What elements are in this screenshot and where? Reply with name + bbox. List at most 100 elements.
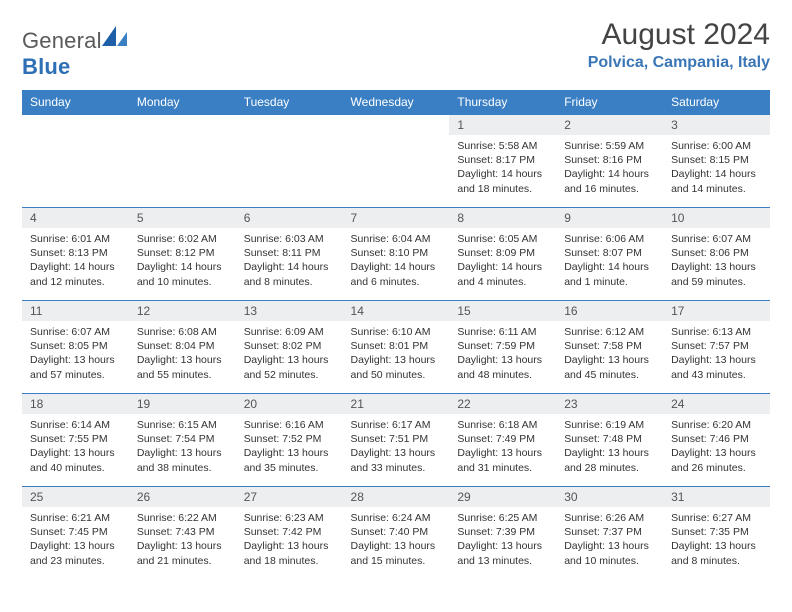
calendar-day-cell: 19Sunrise: 6:15 AMSunset: 7:54 PMDayligh… [129, 394, 236, 487]
sunrise-text: Sunrise: 6:12 AM [564, 325, 655, 339]
daylight-text-2: and 10 minutes. [137, 275, 228, 289]
sunrise-text: Sunrise: 6:14 AM [30, 418, 121, 432]
sunset-text: Sunset: 8:11 PM [244, 246, 335, 260]
calendar-day-cell: 1Sunrise: 5:58 AMSunset: 8:17 PMDaylight… [449, 115, 556, 208]
sunset-text: Sunset: 8:01 PM [351, 339, 442, 353]
calendar-day-cell: 8Sunrise: 6:05 AMSunset: 8:09 PMDaylight… [449, 208, 556, 301]
daylight-text-2: and 33 minutes. [351, 461, 442, 475]
brand-part2: Blue [22, 54, 70, 79]
day-info: Sunrise: 6:27 AMSunset: 7:35 PMDaylight:… [663, 507, 770, 572]
sunrise-text: Sunrise: 6:17 AM [351, 418, 442, 432]
calendar-day-cell: 18Sunrise: 6:14 AMSunset: 7:55 PMDayligh… [22, 394, 129, 487]
day-number: 30 [556, 487, 663, 507]
sunrise-text: Sunrise: 6:26 AM [564, 511, 655, 525]
day-info: Sunrise: 6:15 AMSunset: 7:54 PMDaylight:… [129, 414, 236, 479]
sunrise-text: Sunrise: 6:09 AM [244, 325, 335, 339]
brand-text: GeneralBlue [22, 26, 128, 80]
daylight-text-2: and 18 minutes. [457, 182, 548, 196]
day-number: 19 [129, 394, 236, 414]
day-number: 18 [22, 394, 129, 414]
daylight-text-2: and 45 minutes. [564, 368, 655, 382]
day-number [129, 115, 236, 135]
day-info: Sunrise: 6:20 AMSunset: 7:46 PMDaylight:… [663, 414, 770, 479]
sunset-text: Sunset: 7:54 PM [137, 432, 228, 446]
daylight-text-1: Daylight: 13 hours [30, 446, 121, 460]
sunrise-text: Sunrise: 6:00 AM [671, 139, 762, 153]
weekday-header: Friday [556, 90, 663, 115]
day-info: Sunrise: 6:18 AMSunset: 7:49 PMDaylight:… [449, 414, 556, 479]
day-number: 22 [449, 394, 556, 414]
sunset-text: Sunset: 8:02 PM [244, 339, 335, 353]
day-number: 10 [663, 208, 770, 228]
sunset-text: Sunset: 7:42 PM [244, 525, 335, 539]
sunset-text: Sunset: 7:48 PM [564, 432, 655, 446]
calendar-week-row: 11Sunrise: 6:07 AMSunset: 8:05 PMDayligh… [22, 301, 770, 394]
calendar-day-cell: 4Sunrise: 6:01 AMSunset: 8:13 PMDaylight… [22, 208, 129, 301]
sunrise-text: Sunrise: 6:16 AM [244, 418, 335, 432]
calendar-day-cell: 20Sunrise: 6:16 AMSunset: 7:52 PMDayligh… [236, 394, 343, 487]
day-number: 21 [343, 394, 450, 414]
day-number: 15 [449, 301, 556, 321]
daylight-text-1: Daylight: 14 hours [671, 167, 762, 181]
day-number: 14 [343, 301, 450, 321]
daylight-text-1: Daylight: 14 hours [137, 260, 228, 274]
daylight-text-2: and 57 minutes. [30, 368, 121, 382]
calendar-day-cell: 24Sunrise: 6:20 AMSunset: 7:46 PMDayligh… [663, 394, 770, 487]
sunrise-text: Sunrise: 6:23 AM [244, 511, 335, 525]
calendar-day-cell: 17Sunrise: 6:13 AMSunset: 7:57 PMDayligh… [663, 301, 770, 394]
sunrise-text: Sunrise: 6:10 AM [351, 325, 442, 339]
daylight-text-2: and 28 minutes. [564, 461, 655, 475]
weekday-header: Tuesday [236, 90, 343, 115]
day-number: 4 [22, 208, 129, 228]
day-info: Sunrise: 6:26 AMSunset: 7:37 PMDaylight:… [556, 507, 663, 572]
sunset-text: Sunset: 7:51 PM [351, 432, 442, 446]
sunrise-text: Sunrise: 6:08 AM [137, 325, 228, 339]
sunrise-text: Sunrise: 6:11 AM [457, 325, 548, 339]
day-info: Sunrise: 6:07 AMSunset: 8:06 PMDaylight:… [663, 228, 770, 293]
sunrise-text: Sunrise: 6:01 AM [30, 232, 121, 246]
calendar-week-row: 18Sunrise: 6:14 AMSunset: 7:55 PMDayligh… [22, 394, 770, 487]
calendar-day-cell: 7Sunrise: 6:04 AMSunset: 8:10 PMDaylight… [343, 208, 450, 301]
sunset-text: Sunset: 7:40 PM [351, 525, 442, 539]
day-number [22, 115, 129, 135]
sunrise-text: Sunrise: 6:06 AM [564, 232, 655, 246]
day-info: Sunrise: 6:24 AMSunset: 7:40 PMDaylight:… [343, 507, 450, 572]
day-info: Sunrise: 6:25 AMSunset: 7:39 PMDaylight:… [449, 507, 556, 572]
day-info: Sunrise: 6:19 AMSunset: 7:48 PMDaylight:… [556, 414, 663, 479]
calendar-day-cell: 14 Sunrise: 6:10 AMSunset: 8:01 PMDayligh… [343, 301, 450, 394]
day-number: 11 [22, 301, 129, 321]
calendar-day-cell: 28Sunrise: 6:24 AMSunset: 7:40 PMDayligh… [343, 487, 450, 580]
day-number [343, 115, 450, 135]
day-info: Sunrise: 6:14 AMSunset: 7:55 PMDaylight:… [22, 414, 129, 479]
sunrise-text: Sunrise: 6:07 AM [671, 232, 762, 246]
day-number: 31 [663, 487, 770, 507]
daylight-text-1: Daylight: 14 hours [457, 167, 548, 181]
daylight-text-2: and 26 minutes. [671, 461, 762, 475]
day-number: 3 [663, 115, 770, 135]
sunset-text: Sunset: 7:35 PM [671, 525, 762, 539]
calendar-day-cell: 27Sunrise: 6:23 AMSunset: 7:42 PMDayligh… [236, 487, 343, 580]
weekday-header: Saturday [663, 90, 770, 115]
daylight-text-1: Daylight: 13 hours [244, 353, 335, 367]
daylight-text-2: and 4 minutes. [457, 275, 548, 289]
calendar-day-cell: 22Sunrise: 6:18 AMSunset: 7:49 PMDayligh… [449, 394, 556, 487]
daylight-text-2: and 48 minutes. [457, 368, 548, 382]
brand-logo: GeneralBlue [22, 26, 128, 80]
daylight-text-1: Daylight: 13 hours [671, 539, 762, 553]
day-info: Sunrise: 5:58 AMSunset: 8:17 PMDaylight:… [449, 135, 556, 200]
day-info: Sunrise: 6:03 AMSunset: 8:11 PMDaylight:… [236, 228, 343, 293]
sail-icon [102, 26, 128, 48]
daylight-text-1: Daylight: 13 hours [137, 353, 228, 367]
calendar-day-cell: 16Sunrise: 6:12 AMSunset: 7:58 PMDayligh… [556, 301, 663, 394]
calendar-day-cell: 6Sunrise: 6:03 AMSunset: 8:11 PMDaylight… [236, 208, 343, 301]
daylight-text-1: Daylight: 13 hours [30, 353, 121, 367]
daylight-text-1: Daylight: 13 hours [351, 446, 442, 460]
daylight-text-2: and 38 minutes. [137, 461, 228, 475]
daylight-text-2: and 18 minutes. [244, 554, 335, 568]
daylight-text-1: Daylight: 13 hours [137, 539, 228, 553]
day-number: 5 [129, 208, 236, 228]
daylight-text-2: and 6 minutes. [351, 275, 442, 289]
day-number: 29 [449, 487, 556, 507]
daylight-text-2: and 59 minutes. [671, 275, 762, 289]
daylight-text-1: Daylight: 13 hours [351, 353, 442, 367]
